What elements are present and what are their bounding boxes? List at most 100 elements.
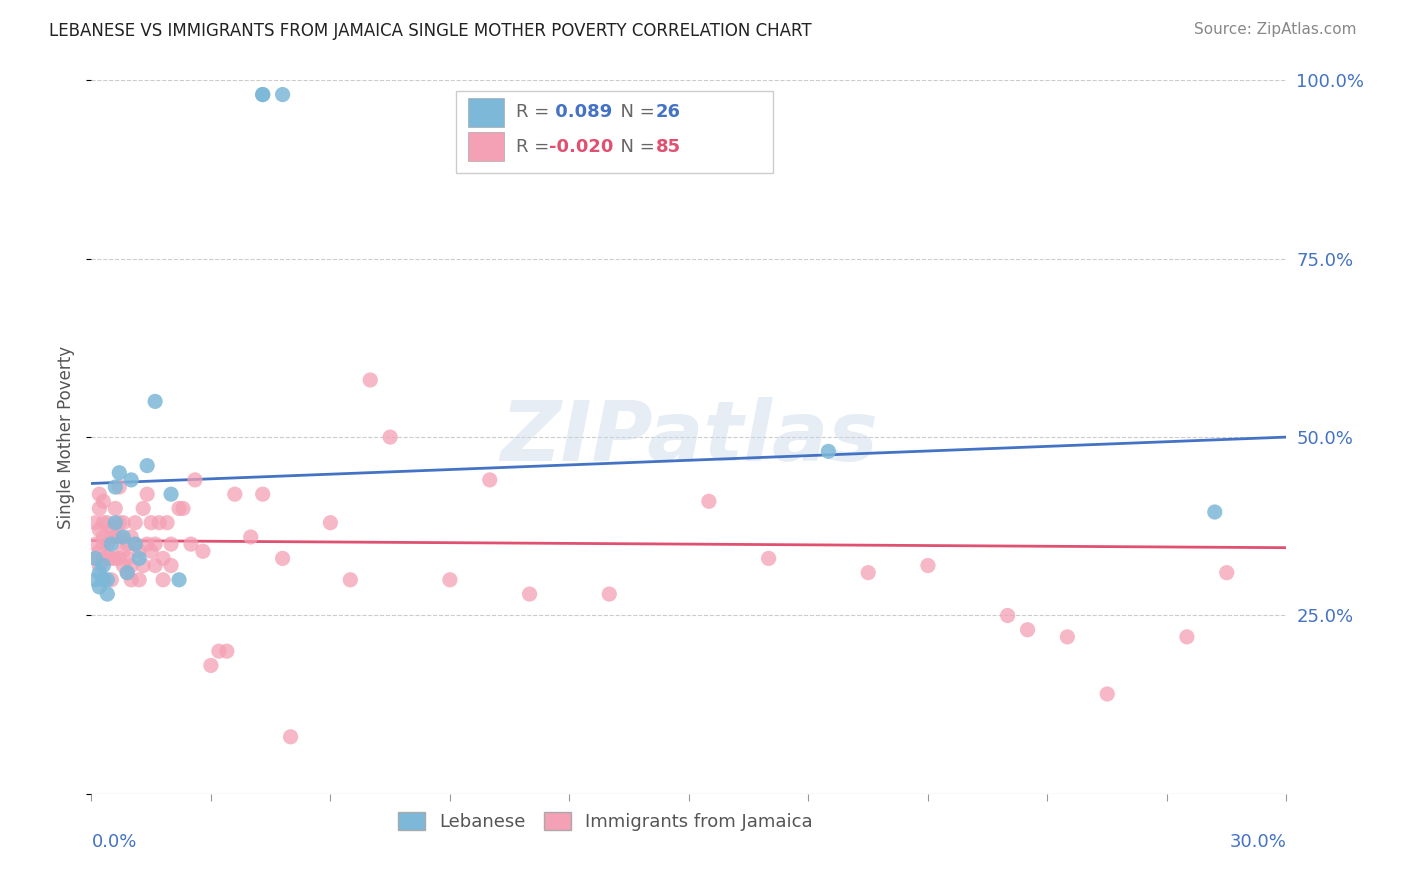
Point — [128, 573, 150, 587]
Legend: Lebanese, Immigrants from Jamaica: Lebanese, Immigrants from Jamaica — [391, 805, 820, 838]
Point — [132, 558, 155, 573]
Text: R =: R = — [516, 137, 554, 155]
Point — [1204, 505, 1226, 519]
Point — [167, 501, 190, 516]
Point — [271, 551, 294, 566]
Point — [108, 516, 131, 530]
Point — [252, 87, 274, 102]
Point — [104, 551, 127, 566]
Point — [89, 523, 111, 537]
Point — [1017, 623, 1039, 637]
Text: 0.089: 0.089 — [550, 103, 613, 121]
Point — [115, 551, 138, 566]
Point — [136, 458, 159, 473]
Point — [339, 573, 361, 587]
Point — [141, 516, 162, 530]
Point — [120, 558, 142, 573]
Text: LEBANESE VS IMMIGRANTS FROM JAMAICA SINGLE MOTHER POVERTY CORRELATION CHART: LEBANESE VS IMMIGRANTS FROM JAMAICA SING… — [49, 22, 811, 40]
Point — [89, 487, 111, 501]
Point — [152, 573, 174, 587]
Point — [108, 530, 131, 544]
Point — [252, 87, 274, 102]
Point — [128, 551, 150, 566]
Point — [758, 551, 780, 566]
Point — [128, 544, 150, 558]
FancyBboxPatch shape — [468, 132, 503, 161]
Point — [96, 551, 118, 566]
Point — [124, 516, 146, 530]
Point — [96, 587, 118, 601]
Point — [124, 537, 146, 551]
Point — [191, 544, 214, 558]
Point — [108, 551, 131, 566]
Point — [439, 573, 461, 587]
Point — [96, 516, 118, 530]
Point — [112, 544, 135, 558]
Y-axis label: Single Mother Poverty: Single Mother Poverty — [58, 345, 76, 529]
Point — [180, 537, 202, 551]
Point — [156, 516, 179, 530]
Point — [89, 544, 111, 558]
Point — [89, 580, 111, 594]
Point — [160, 537, 183, 551]
Point — [84, 551, 107, 566]
Text: N =: N = — [609, 137, 661, 155]
Point — [697, 494, 720, 508]
Point — [856, 566, 880, 580]
Point — [519, 587, 541, 601]
FancyBboxPatch shape — [456, 91, 773, 173]
Point — [104, 501, 127, 516]
Point — [148, 516, 170, 530]
Point — [93, 516, 115, 530]
Point — [271, 87, 294, 102]
Point — [120, 473, 142, 487]
Point — [93, 494, 115, 508]
Point — [997, 608, 1019, 623]
Point — [359, 373, 381, 387]
Point — [478, 473, 501, 487]
Point — [100, 573, 122, 587]
Point — [280, 730, 302, 744]
Text: 26: 26 — [655, 103, 681, 121]
Point — [143, 537, 166, 551]
Point — [112, 558, 135, 573]
Text: ZIPatlas: ZIPatlas — [501, 397, 877, 477]
Point — [598, 587, 620, 601]
Point — [93, 537, 115, 551]
Point — [917, 558, 939, 573]
Point — [1175, 630, 1198, 644]
Point — [1097, 687, 1119, 701]
Point — [100, 523, 122, 537]
Point — [160, 487, 183, 501]
Point — [108, 480, 131, 494]
Point — [96, 573, 118, 587]
Point — [93, 558, 115, 573]
Point — [93, 573, 115, 587]
Point — [319, 516, 342, 530]
Point — [104, 516, 127, 530]
Point — [104, 530, 127, 544]
Point — [115, 566, 138, 580]
Text: 0.0%: 0.0% — [91, 833, 136, 851]
Point — [100, 537, 122, 551]
Point — [93, 551, 115, 566]
Point — [252, 487, 274, 501]
Point — [96, 537, 118, 551]
Point — [184, 473, 207, 487]
Point — [200, 658, 222, 673]
Point — [1215, 566, 1237, 580]
Point — [84, 537, 107, 551]
Text: 30.0%: 30.0% — [1230, 833, 1286, 851]
Point — [136, 487, 159, 501]
Point — [120, 573, 142, 587]
Point — [143, 394, 166, 409]
Point — [136, 537, 159, 551]
Point — [89, 558, 111, 573]
Point — [378, 430, 402, 444]
Point — [84, 551, 107, 566]
Text: 85: 85 — [655, 137, 681, 155]
Point — [124, 537, 146, 551]
Point — [84, 573, 107, 587]
Point — [215, 644, 238, 658]
Point — [160, 558, 183, 573]
